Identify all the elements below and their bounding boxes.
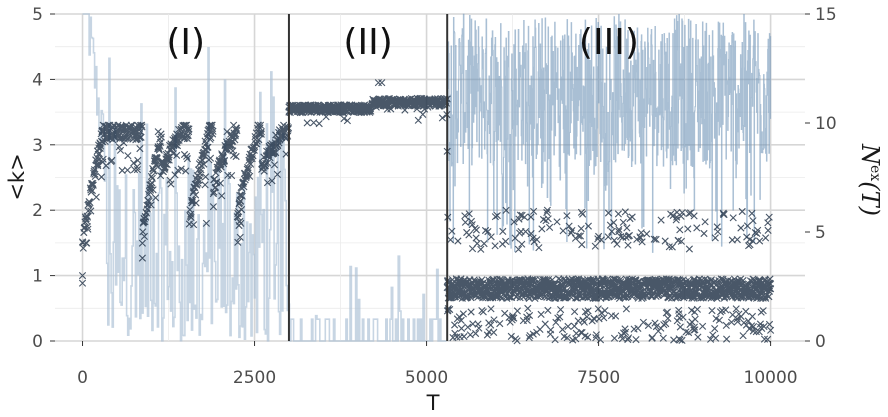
y-right-sup: ex xyxy=(867,165,883,181)
k-markers xyxy=(78,79,775,345)
phase-label-2: (II) xyxy=(343,22,392,63)
phase-label-3: (III) xyxy=(579,22,639,63)
y-right-base: N xyxy=(856,143,884,166)
k-series xyxy=(78,79,775,345)
nex-line-phase-1-2 xyxy=(82,13,447,342)
x-tick-label: 0 xyxy=(77,368,88,388)
phase-label-1: (I) xyxy=(166,22,205,63)
x-tick-label: 7500 xyxy=(577,368,620,388)
y-right-arg: (T) xyxy=(856,181,884,216)
x-tick-label: 5000 xyxy=(405,368,448,388)
x-axis-title: T xyxy=(426,391,440,415)
y-tick-label-left: 5 xyxy=(32,5,43,25)
y-tick-label-left: 1 xyxy=(32,267,43,287)
y-tick-label-right: 5 xyxy=(815,223,826,243)
phase-boundaries: (I) (II) (III) xyxy=(166,14,639,341)
y-axis-title-left: <k> xyxy=(5,153,29,200)
axes: 0 2500 5000 7500 10000 0 1 2 3 4 5 0 5 10 15 xyxy=(32,5,836,388)
y-tick-label-right: 0 xyxy=(815,332,826,352)
y-tick-label-left: 3 xyxy=(32,136,43,156)
nex-series xyxy=(82,13,772,342)
x-tick-label: 10000 xyxy=(744,368,798,388)
y-tick-label-left: 0 xyxy=(32,332,43,352)
y-tick-label-left: 2 xyxy=(32,201,43,221)
nex-line-phase-3 xyxy=(447,13,772,253)
y-axis-title-right: Nex(T) xyxy=(856,143,884,216)
x-tick-label: 2500 xyxy=(233,368,276,388)
y-tick-label-left: 4 xyxy=(32,70,43,90)
y-tick-label-right: 10 xyxy=(815,114,837,134)
y-tick-label-right: 15 xyxy=(815,5,837,25)
